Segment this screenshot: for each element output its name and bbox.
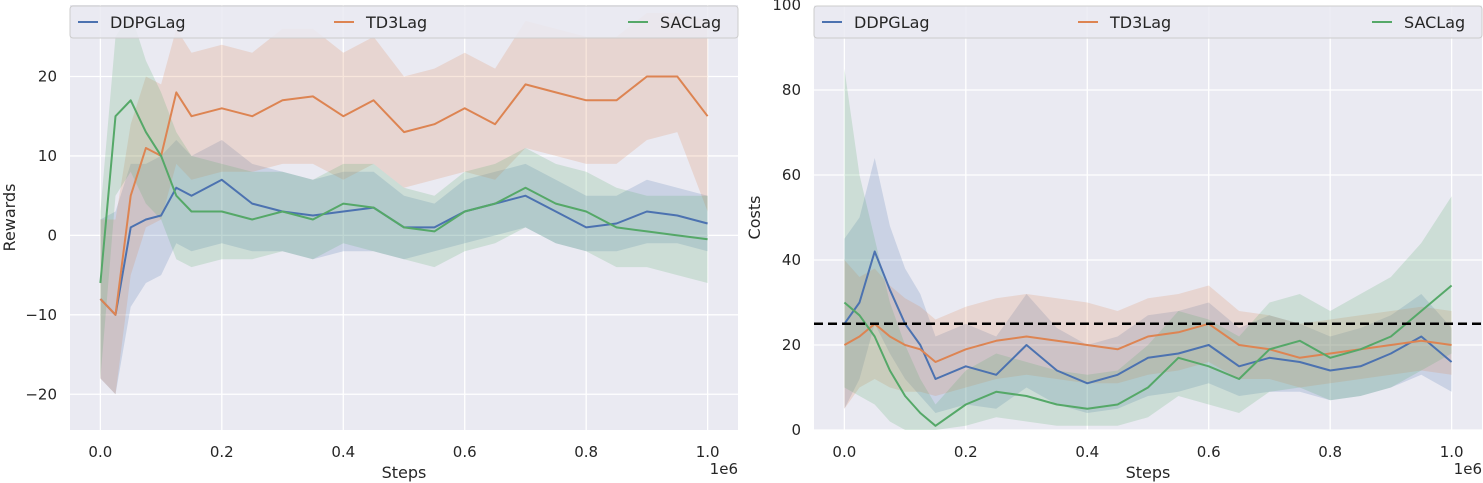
line-td3lag xyxy=(99,75,709,316)
legend-item-saclag: SACLag xyxy=(628,13,721,32)
y-tick-label: 100 xyxy=(772,0,801,14)
x-tick-label: 0.2 xyxy=(954,443,978,461)
legend-item-ddpglag: DDPGLag xyxy=(822,13,930,32)
series-group xyxy=(99,12,709,395)
y-tick-label: −10 xyxy=(25,306,57,324)
x-tick-label: 0.4 xyxy=(1075,443,1099,461)
legend-label: TD3Lag xyxy=(1109,13,1171,32)
x-axis-label: Steps xyxy=(1126,463,1171,482)
legend-item-td3lag: TD3Lag xyxy=(1078,13,1171,32)
series-group xyxy=(843,68,1453,430)
x-offset-label: 1e6 xyxy=(1454,460,1482,478)
line-ddpglag xyxy=(99,178,708,316)
plot-area xyxy=(70,5,738,430)
legend-frame xyxy=(69,5,739,39)
plot-area xyxy=(814,5,1482,430)
legend-label: DDPGLag xyxy=(854,13,930,32)
costs-chart: 0.0 0.2 0.4 0.6 0.8 1.0 0 20 40 60 80 100 1e6 Steps Co… xyxy=(745,0,1483,482)
y-tick-label: 20 xyxy=(782,336,801,354)
legend-item-ddpglag: DDPGLag xyxy=(78,13,186,32)
rewards-chart: 0.0 0.2 0.4 0.6 0.8 1.0 −20 −10 0 10 20 1e6 Steps Rew… xyxy=(0,5,739,482)
y-tick-label: 80 xyxy=(782,81,801,99)
line-ddpglag xyxy=(843,250,1453,385)
y-tick-label: 40 xyxy=(782,251,801,269)
line-saclag xyxy=(99,99,708,284)
x-tick-label: 0.2 xyxy=(210,443,234,461)
legend-item-td3lag: TD3Lag xyxy=(334,13,427,32)
x-tick-label: 0.8 xyxy=(1318,443,1342,461)
band-ddpglag xyxy=(844,158,1452,413)
x-axis-label: Steps xyxy=(382,463,427,482)
legend-label: DDPGLag xyxy=(110,13,186,32)
line-td3lag xyxy=(843,322,1452,363)
band-td3lag xyxy=(100,12,708,395)
line-saclag xyxy=(843,284,1453,427)
x-tick-label: 0.6 xyxy=(1197,443,1221,461)
y-axis-label: Costs xyxy=(745,196,764,240)
y-tick-label: 60 xyxy=(782,166,801,184)
y-tick-label: 10 xyxy=(38,147,57,165)
x-tick-label: 0.0 xyxy=(832,443,856,461)
legend-label: SACLag xyxy=(1404,13,1465,32)
x-tick-label: 0.6 xyxy=(453,443,477,461)
y-tick-label: −20 xyxy=(25,385,57,403)
x-offset-label: 1e6 xyxy=(710,460,738,478)
y-axis-label: Rewards xyxy=(0,184,19,252)
band-td3lag xyxy=(844,260,1452,409)
legend-label: SACLag xyxy=(660,13,721,32)
band-saclag xyxy=(100,12,708,379)
y-tick-label: 20 xyxy=(38,67,57,85)
legend: DDPGLag TD3Lag SACLag xyxy=(813,5,1483,39)
y-tick-label: 0 xyxy=(47,226,57,244)
legend: DDPGLag TD3Lag SACLag xyxy=(69,5,739,39)
x-tick-label: 1.0 xyxy=(1440,443,1464,461)
x-tick-label: 0.4 xyxy=(331,443,355,461)
legend-item-saclag: SACLag xyxy=(1372,13,1465,32)
x-tick-label: 0.0 xyxy=(88,443,112,461)
band-saclag xyxy=(844,68,1452,430)
x-tick-label: 1.0 xyxy=(696,443,720,461)
legend-frame xyxy=(813,5,1483,39)
legend-label: TD3Lag xyxy=(365,13,427,32)
y-tick-label: 0 xyxy=(791,421,801,439)
x-tick-label: 0.8 xyxy=(574,443,598,461)
